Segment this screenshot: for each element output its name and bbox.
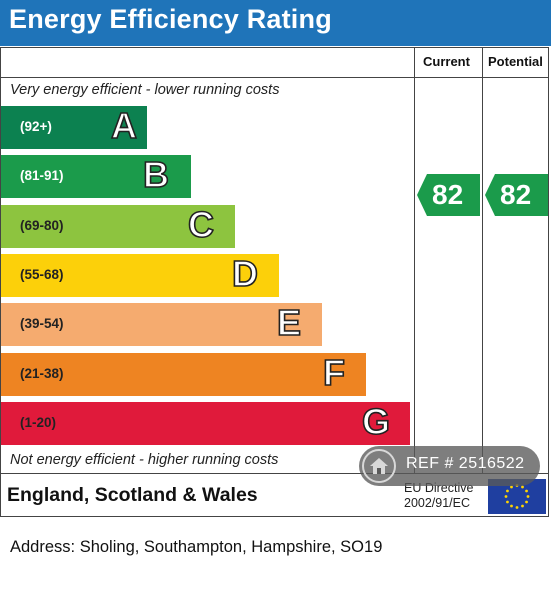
eu-star	[525, 489, 528, 493]
band-e: (39-54) E	[1, 301, 322, 346]
eu-star	[506, 500, 509, 504]
band-a: (92+) A	[1, 104, 147, 149]
current-column-divider	[414, 47, 415, 473]
eu-directive-line2: 2002/91/EC	[404, 496, 471, 510]
bottom-caption: Not energy efficient - higher running co…	[10, 452, 279, 468]
band-c-letter: C	[187, 203, 215, 246]
property-address: Address: Sholing, Southampton, Hampshire…	[10, 538, 383, 556]
eu-star	[510, 504, 513, 508]
band-c: (69-80) C	[1, 203, 235, 248]
band-g-letter: G	[361, 400, 391, 443]
band-a-letter: A	[110, 104, 138, 147]
band-f-range: (21-38)	[20, 366, 64, 381]
band-a-range: (92+)	[20, 119, 52, 134]
eu-star	[521, 485, 524, 489]
current-rating-indicator: 82	[417, 174, 480, 216]
band-d: (55-68) D	[1, 252, 279, 297]
header-divider	[0, 77, 549, 78]
chart-title: Energy Efficiency Rating	[9, 4, 332, 34]
eu-star	[506, 489, 509, 493]
potential-rating-indicator: 82	[485, 174, 548, 216]
potential-rating-arrow	[485, 174, 548, 216]
home-icon-glyph	[370, 458, 388, 474]
band-e-range: (39-54)	[20, 316, 64, 331]
top-caption: Very energy efficient - lower running co…	[10, 82, 280, 98]
eu-star	[525, 500, 528, 504]
band-d-range: (55-68)	[20, 267, 64, 282]
current-rating-arrow	[417, 174, 480, 216]
band-b-range: (81-91)	[20, 168, 64, 183]
rating-frame	[0, 47, 549, 517]
current-rating-value: 82	[432, 179, 464, 210]
home-icon	[362, 449, 396, 483]
potential-column-divider	[482, 47, 483, 473]
band-f: (21-38) F	[1, 351, 366, 396]
potential-rating-value: 82	[500, 179, 532, 210]
eu-star	[515, 506, 519, 509]
band-f-letter: F	[322, 351, 346, 394]
eu-star	[526, 495, 530, 498]
band-c-range: (69-80)	[20, 218, 64, 233]
eu-star	[521, 504, 524, 508]
band-e-letter: E	[276, 301, 302, 344]
reference-number: REF # 2516522	[406, 455, 525, 472]
region-label: England, Scotland & Wales	[7, 484, 258, 506]
eu-stars	[504, 484, 530, 509]
title-bar: Energy Efficiency Rating	[0, 0, 551, 46]
footer-divider	[0, 473, 549, 474]
reference-watermark: REF # 2516522	[359, 446, 540, 486]
band-g-range: (1-20)	[20, 415, 57, 430]
band-d-letter: D	[231, 252, 259, 295]
eu-star	[510, 485, 513, 489]
band-b: (81-91) B	[1, 153, 191, 198]
band-g: (1-20) G	[1, 400, 410, 445]
potential-column-header: Potential	[488, 54, 543, 69]
eu-star	[504, 495, 508, 498]
current-column-header: Current	[423, 54, 470, 69]
band-b-letter: B	[142, 153, 170, 196]
